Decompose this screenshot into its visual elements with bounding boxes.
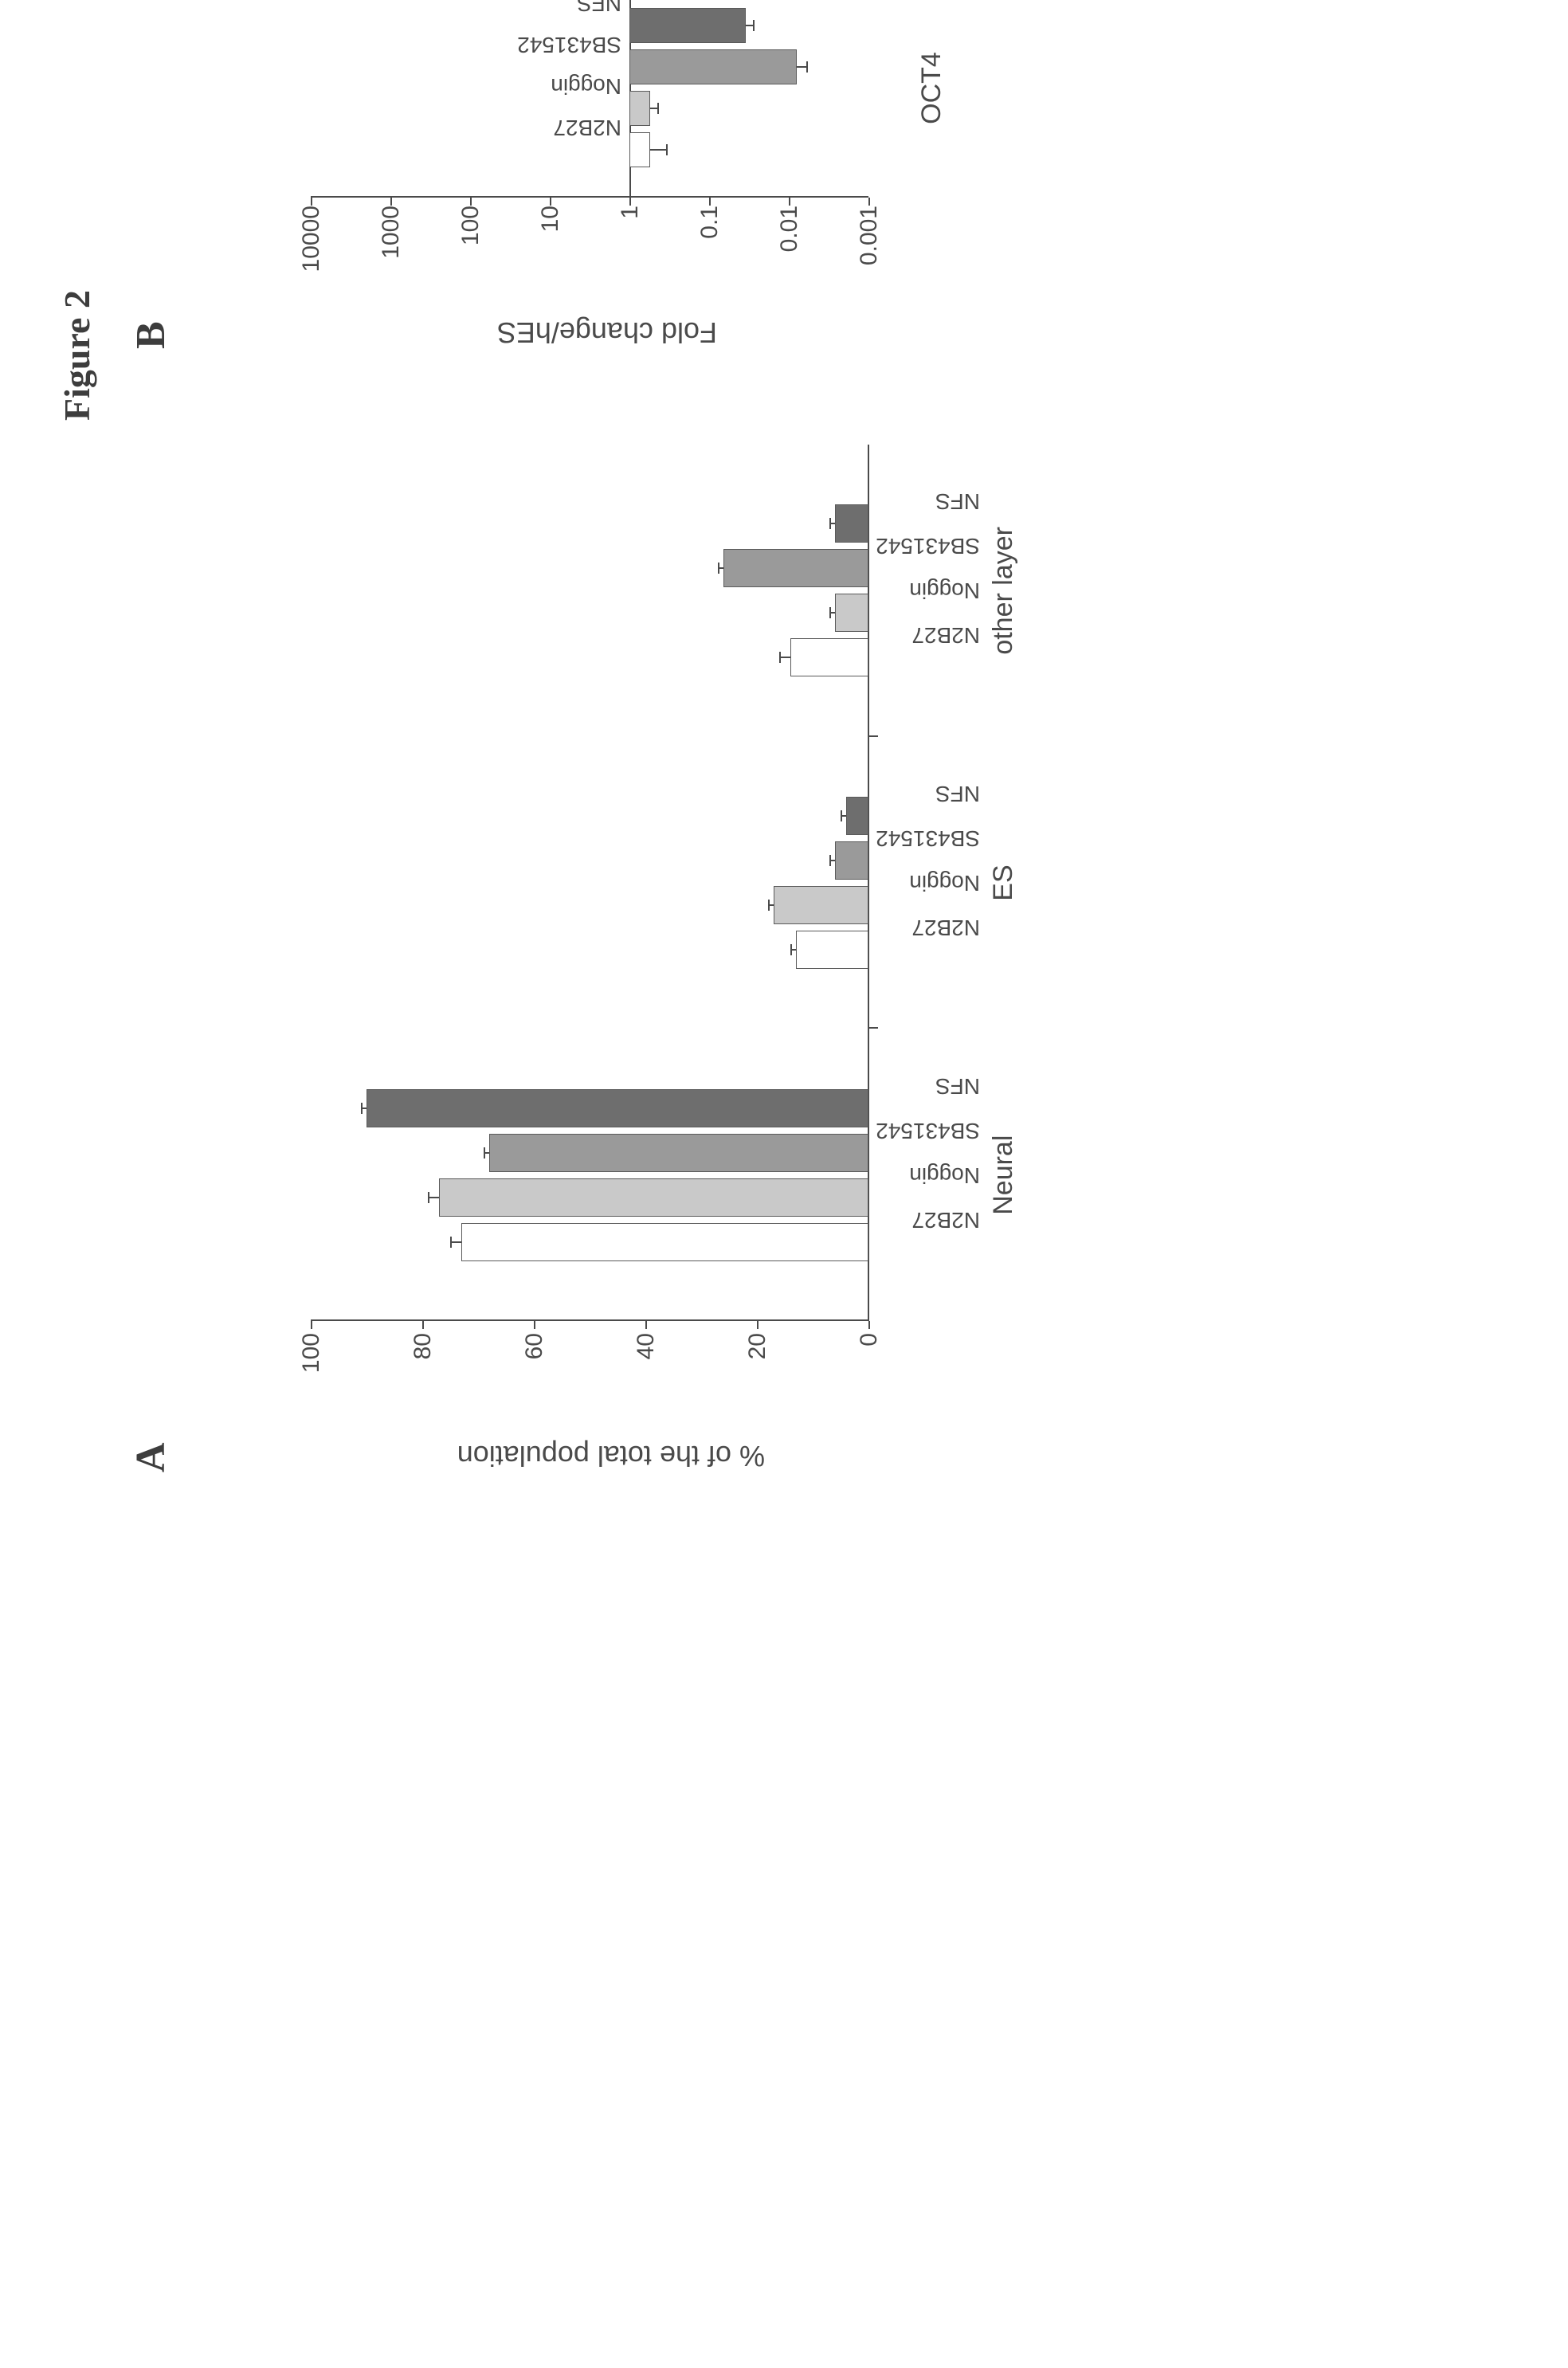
- chart-b-bar-label: SB431542: [517, 33, 621, 58]
- chart-a-ytick-label: 60: [521, 1333, 548, 1377]
- chart-a-bar-label: NFS: [935, 1073, 980, 1099]
- chart-a-ytick-label: 80: [410, 1333, 437, 1377]
- chart-a-y-axis: [311, 1319, 868, 1321]
- chart-a-errcap: [768, 900, 770, 911]
- chart-a-y-title: % of the total population: [457, 1439, 765, 1472]
- chart-b-ytick: [709, 198, 711, 206]
- chart-b-ytick-label: 100: [457, 206, 484, 281]
- chart-b-errbar: [746, 25, 754, 27]
- chart-b-bar: [629, 50, 797, 85]
- chart-b-bar-label: N2B27: [553, 116, 621, 141]
- chart-b-ytick-label: 1000: [378, 206, 405, 281]
- chart-a-bar-label: Noggin: [909, 870, 980, 896]
- chart-a-ytick: [868, 1321, 870, 1329]
- chart-a-errcap: [718, 563, 719, 574]
- chart-a-errcap: [829, 607, 831, 618]
- chart-a-bar: [439, 1178, 868, 1217]
- chart-b-errbar: [650, 150, 666, 151]
- chart-b-ytick-label: 10000: [298, 206, 325, 281]
- chart-a-ytick-label: 20: [744, 1333, 771, 1377]
- chart-a-group-sep: [868, 735, 878, 737]
- chart-b-ytick: [390, 198, 392, 206]
- chart-a-plot: 020406080100NeuralN2B27NogginSB431542NFS…: [311, 445, 868, 1321]
- chart-a-ytick: [757, 1321, 759, 1329]
- chart-a-group-label: Neural: [988, 1029, 1019, 1321]
- chart-a-bar-label: SB431542: [876, 1118, 980, 1143]
- chart-a-bar-label: N2B27: [911, 915, 980, 940]
- chart-a-bar: [461, 1223, 868, 1261]
- chart-b-bar-label: NFS: [577, 0, 621, 17]
- chart-b-ytick: [311, 198, 312, 206]
- chart-b-ytick-label: 0.1: [696, 206, 723, 281]
- chart-a-ytick-label: 0: [856, 1333, 883, 1377]
- chart-a-group-label: other layer: [988, 445, 1019, 737]
- chart-a-errcap: [450, 1237, 452, 1248]
- chart-a-bar-label: SB431542: [876, 533, 980, 559]
- chart-b-errbar: [797, 67, 806, 69]
- chart-a-errbar: [428, 1197, 439, 1198]
- chart-a-errcap: [829, 855, 831, 866]
- chart-a-errbar: [779, 657, 790, 658]
- chart-a-errcap: [428, 1192, 429, 1203]
- chart-a-bar-label: NFS: [935, 488, 980, 514]
- chart-a-bar: [774, 886, 868, 924]
- chart-b-errcap: [806, 62, 808, 73]
- chart-a-errcap: [790, 944, 792, 955]
- chart-b-errcap: [753, 21, 755, 32]
- chart-b-ytick-label: 1: [617, 206, 644, 281]
- figure-canvas: Figure 2 A % of the total population 020…: [0, 0, 1568, 1568]
- chart-a-ytick: [534, 1321, 535, 1329]
- chart-b-bar: [629, 92, 650, 127]
- chart-a-bar: [796, 931, 868, 969]
- chart-b-errcap: [657, 104, 659, 115]
- chart-a-errcap: [779, 652, 781, 663]
- chart-a-bar: [367, 1089, 868, 1127]
- chart-a-errcap: [484, 1147, 485, 1159]
- chart-a-bar: [835, 504, 868, 543]
- chart-b-ytick: [470, 198, 472, 206]
- chart-b-y-axis: [311, 196, 868, 198]
- chart-b-group-label: OCT4: [916, 0, 947, 198]
- chart-b-ytick-label: 10: [537, 206, 564, 281]
- chart-a-bar-label: NFS: [935, 781, 980, 806]
- chart-a-group-label: ES: [988, 737, 1019, 1029]
- chart-b-bar: [629, 9, 746, 44]
- chart-b-bar: [629, 133, 650, 168]
- chart-a-bar: [835, 594, 868, 632]
- chart-a-bar: [790, 638, 868, 676]
- chart-a-ytick: [311, 1321, 312, 1329]
- chart-a-bar-label: Noggin: [909, 578, 980, 603]
- chart-b-y-title: Fold change/hES: [497, 316, 717, 349]
- chart-a-errcap: [829, 518, 831, 529]
- chart-a-ytick: [645, 1321, 647, 1329]
- chart-a-ytick-label: 100: [298, 1333, 325, 1377]
- chart-b-bar-label: Noggin: [551, 74, 621, 100]
- chart-a-bar-label: SB431542: [876, 825, 980, 851]
- chart-b-ytick-label: 0.01: [776, 206, 803, 281]
- chart-a-bar: [835, 841, 868, 880]
- chart-a-bar-label: N2B27: [911, 622, 980, 648]
- chart-a-errcap: [841, 810, 842, 821]
- chart-b-errcap: [666, 145, 668, 156]
- chart-b-ytick: [868, 198, 870, 206]
- chart-b-plot: 0.0010.010.1110100100010000OCT4N2B27Nogg…: [311, 0, 868, 198]
- chart-a-errcap: [361, 1103, 363, 1114]
- chart-b-ytick: [789, 198, 790, 206]
- chart-a-group-sep: [868, 1027, 878, 1029]
- chart-a-ytick-label: 40: [633, 1333, 660, 1377]
- chart-a-bar-label: Noggin: [909, 1162, 980, 1188]
- figure-title: Figure 2: [56, 290, 98, 421]
- chart-b-errbar: [650, 108, 657, 110]
- chart-b-ytick: [629, 198, 631, 206]
- chart-b-ytick-label: 0.001: [856, 206, 883, 281]
- chart-a-bar-label: N2B27: [911, 1207, 980, 1233]
- chart-a-bar: [489, 1134, 868, 1172]
- chart-a-errbar: [450, 1241, 461, 1243]
- chart-b-ytick: [550, 198, 551, 206]
- chart-a-bar: [723, 549, 868, 587]
- chart-b: Fold change/hES 0.0010.010.1110100100010…: [159, 0, 956, 397]
- chart-a-ytick: [422, 1321, 424, 1329]
- chart-a: % of the total population 020406080100Ne…: [159, 405, 956, 1520]
- chart-a-bar: [846, 797, 868, 835]
